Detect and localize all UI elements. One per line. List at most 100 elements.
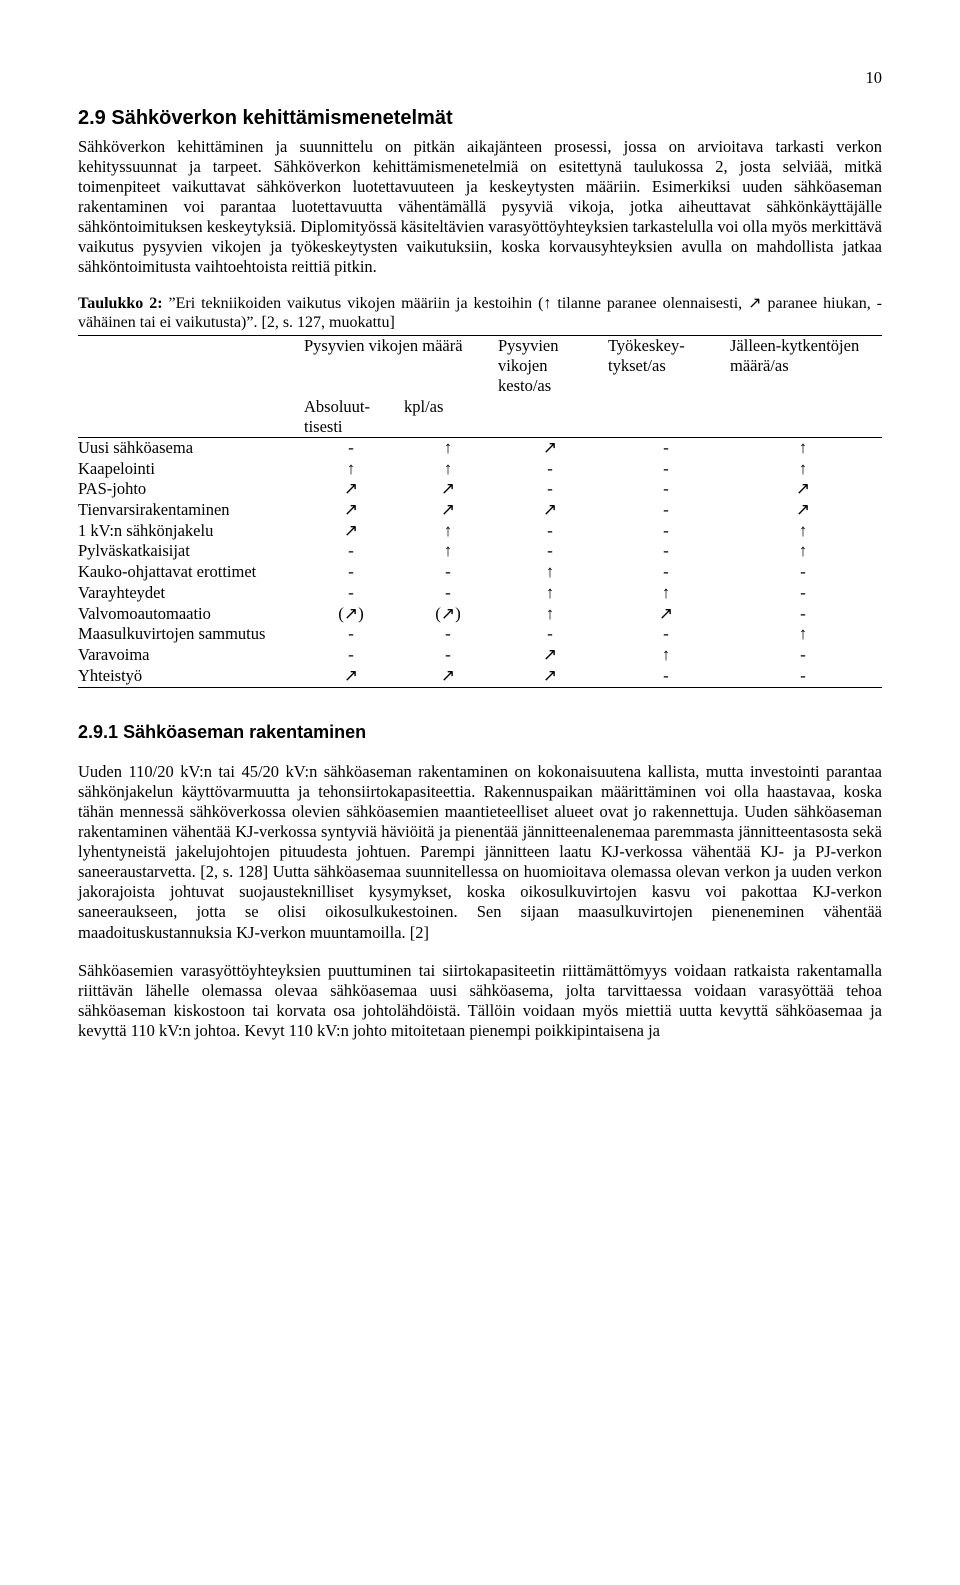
- subsection-number: 2.9.1: [78, 722, 118, 742]
- table-row: 1 kV:n sähkönjakelu↗↑--↑: [78, 521, 882, 542]
- table-cell: -: [498, 541, 608, 562]
- section-heading: 2.9 Sähköverkon kehittämismenetelmät: [78, 106, 882, 130]
- table-cell: ↗: [498, 438, 608, 459]
- table-cell: ↗: [498, 500, 608, 521]
- table-row-label: 1 kV:n sähkönjakelu: [78, 521, 304, 542]
- table-cell: -: [730, 645, 882, 666]
- table-caption: Taulukko 2: ”Eri tekniikoiden vaikutus v…: [78, 295, 882, 333]
- table-header: Työkeskey-tykset/as: [608, 336, 730, 396]
- table-cell: -: [608, 438, 730, 459]
- table-cell: -: [404, 583, 498, 604]
- table-cell: ↑: [404, 521, 498, 542]
- table-subheader: [608, 397, 730, 438]
- table-cell: -: [498, 521, 608, 542]
- table-header: Pysyvien vikojen määrä: [304, 336, 498, 396]
- table-cell: -: [730, 666, 882, 687]
- table-cell: ↑: [730, 438, 882, 459]
- table-row-label: Yhteistyö: [78, 666, 304, 687]
- table-cell: -: [304, 645, 404, 666]
- table-header-row: Pysyvien vikojen määrä Pysyvien vikojen …: [78, 336, 882, 396]
- table-row: Tienvarsirakentaminen↗↗↗-↗: [78, 500, 882, 521]
- table-row: Yhteistyö↗↗↗--: [78, 666, 882, 687]
- table-cell: -: [608, 521, 730, 542]
- table-cell: -: [608, 624, 730, 645]
- table-row-label: Kauko-ohjattavat erottimet: [78, 562, 304, 583]
- table-cell: ↗: [498, 645, 608, 666]
- table-row: Maasulkuvirtojen sammutus----↑: [78, 624, 882, 645]
- subsection-paragraph: Uuden 110/20 kV:n tai 45/20 kV:n sähköas…: [78, 762, 882, 943]
- table-cell: ↗: [404, 500, 498, 521]
- table-cell: ↗: [608, 604, 730, 625]
- section-paragraph: Sähköverkon kehittäminen ja suunnittelu …: [78, 137, 882, 278]
- section-title: Sähköverkon kehittämismenetelmät: [111, 107, 452, 129]
- table-cell: (↗): [304, 604, 404, 625]
- techniques-table: Pysyvien vikojen määrä Pysyvien vikojen …: [78, 335, 882, 687]
- section-number: 2.9: [78, 107, 106, 129]
- table-subheader-row: Absoluut-tisesti kpl/as: [78, 397, 882, 438]
- page-number: 10: [78, 68, 882, 88]
- table-cell: -: [730, 583, 882, 604]
- table-subheader: [78, 397, 304, 438]
- table-row: Uusi sähköasema-↑↗-↑: [78, 438, 882, 459]
- table-cell: ↗: [304, 666, 404, 687]
- table-cell: -: [608, 666, 730, 687]
- table-cell: ↑: [498, 583, 608, 604]
- table-cell: ↗: [304, 479, 404, 500]
- table-cell: ↗: [304, 500, 404, 521]
- table-cell: -: [608, 500, 730, 521]
- table-cell: ↑: [730, 459, 882, 480]
- table-cell: -: [404, 624, 498, 645]
- table-cell: ↑: [404, 541, 498, 562]
- table-caption-rest: ”Eri tekniikoiden vaikutus vikojen määri…: [78, 295, 882, 331]
- table-row: Kauko-ohjattavat erottimet--↑--: [78, 562, 882, 583]
- table-cell: -: [404, 645, 498, 666]
- table-cell: ↗: [404, 666, 498, 687]
- table-cell: (↗): [404, 604, 498, 625]
- subsection-paragraph: Sähköasemien varasyöttöyhteyksien puuttu…: [78, 961, 882, 1042]
- table-subheader: [730, 397, 882, 438]
- table-cell: ↗: [304, 521, 404, 542]
- table-cell: ↑: [608, 583, 730, 604]
- table-row-label: Varayhteydet: [78, 583, 304, 604]
- table-cell: -: [608, 541, 730, 562]
- table-cell: -: [608, 459, 730, 480]
- table-cell: ↑: [404, 459, 498, 480]
- table-row-label: Maasulkuvirtojen sammutus: [78, 624, 304, 645]
- table-cell: ↑: [730, 541, 882, 562]
- table-header: Pysyvien vikojen kesto/as: [498, 336, 608, 396]
- table-cell: ↑: [730, 521, 882, 542]
- table-cell: ↑: [608, 645, 730, 666]
- table-cell: -: [730, 562, 882, 583]
- table-row-label: Valvomoautomaatio: [78, 604, 304, 625]
- table-subheader: Absoluut-tisesti: [304, 397, 404, 438]
- table-cell: ↑: [304, 459, 404, 480]
- table-row: Pylväskatkaisijat-↑--↑: [78, 541, 882, 562]
- table-cell: -: [304, 562, 404, 583]
- table-cell: -: [498, 624, 608, 645]
- table-subheader: [498, 397, 608, 438]
- table-cell: -: [498, 459, 608, 480]
- table-cell: -: [304, 624, 404, 645]
- table-cell: ↑: [404, 438, 498, 459]
- table-cell: -: [304, 438, 404, 459]
- table-cell: ↑: [730, 624, 882, 645]
- table-row: Varayhteydet--↑↑-: [78, 583, 882, 604]
- table-cell: ↑: [498, 562, 608, 583]
- table-cell: -: [608, 479, 730, 500]
- table-row: Valvomoautomaatio(↗)(↗)↑↗-: [78, 604, 882, 625]
- table-row-label: Uusi sähköasema: [78, 438, 304, 459]
- table-row: Varavoima--↗↑-: [78, 645, 882, 666]
- table-cell: ↗: [730, 500, 882, 521]
- table-cell: ↗: [404, 479, 498, 500]
- table-header: Jälleen-kytkentöjen määrä/as: [730, 336, 882, 396]
- table-cell: -: [304, 541, 404, 562]
- table-row-label: Pylväskatkaisijat: [78, 541, 304, 562]
- table-caption-lead: Taulukko 2:: [78, 295, 163, 312]
- table-row-label: Tienvarsirakentaminen: [78, 500, 304, 521]
- table-row: Kaapelointi↑↑--↑: [78, 459, 882, 480]
- table-cell: -: [304, 583, 404, 604]
- table-subheader: kpl/as: [404, 397, 498, 438]
- subsection-heading: 2.9.1 Sähköaseman rakentaminen: [78, 722, 882, 744]
- table-row-label: Varavoima: [78, 645, 304, 666]
- table-cell: -: [608, 562, 730, 583]
